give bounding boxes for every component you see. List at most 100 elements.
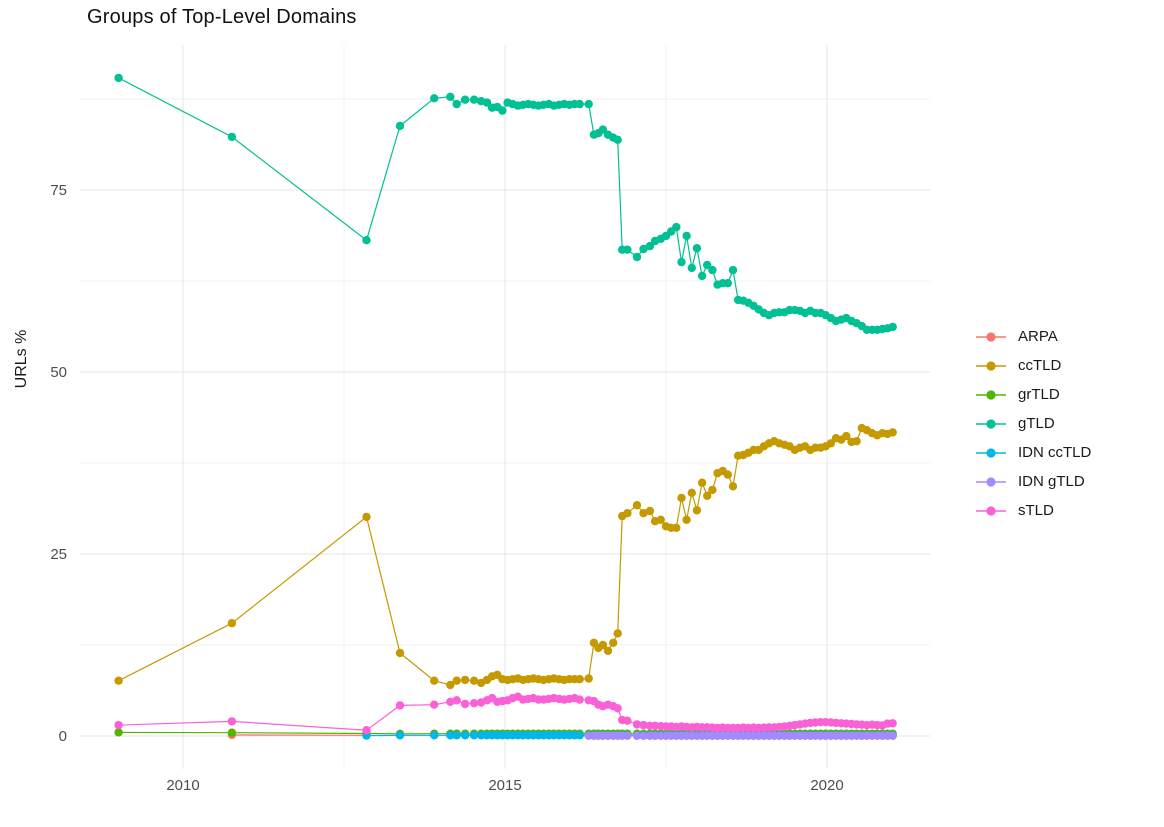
data-point <box>460 699 470 709</box>
data-point <box>613 629 622 638</box>
data-point <box>575 731 584 740</box>
data-point <box>114 728 123 737</box>
legend: ARPA ccTLD grTLD gTLD IDN ccTLD IDN gTLD sTLD <box>974 322 1091 525</box>
data-point <box>460 95 470 104</box>
y-tick-label: 0 <box>59 728 67 745</box>
data-point <box>639 731 648 740</box>
data-point <box>623 731 632 740</box>
data-point <box>888 428 897 437</box>
data-point <box>498 106 507 115</box>
data-point <box>598 125 608 134</box>
legend-item-IDN-ccTLD: IDN ccTLD <box>974 438 1091 467</box>
legend-key-icon <box>976 331 1006 342</box>
data-point <box>430 731 439 740</box>
data-point <box>114 676 123 685</box>
data-point <box>395 731 405 740</box>
data-point <box>446 697 455 706</box>
data-point <box>613 704 622 713</box>
data-point <box>703 260 712 270</box>
data-point <box>692 244 702 253</box>
data-point <box>575 695 584 704</box>
series-line <box>118 427 893 686</box>
data-point <box>677 257 686 267</box>
legend-key-icon <box>976 389 1006 400</box>
data-point <box>227 132 237 142</box>
data-point <box>708 265 717 275</box>
data-point <box>575 99 584 109</box>
y-tick-label: 25 <box>50 546 67 563</box>
data-point <box>632 731 642 740</box>
data-point <box>603 646 613 655</box>
data-point <box>482 98 492 107</box>
data-point <box>395 648 405 658</box>
legend-item-ccTLD: ccTLD <box>974 351 1091 380</box>
legend-item-IDN-gTLD: IDN gTLD <box>974 467 1091 496</box>
chart-title: Groups of Top-Level Domains <box>87 6 357 28</box>
data-point <box>623 716 632 725</box>
series-gTLD <box>114 73 897 334</box>
data-point <box>613 135 622 144</box>
data-point <box>227 619 237 628</box>
data-point <box>632 501 642 510</box>
data-point <box>452 676 461 685</box>
x-tick-label: 2020 <box>810 777 843 794</box>
data-point <box>395 121 405 131</box>
legend-item-grTLD: grTLD <box>974 380 1091 409</box>
data-point <box>446 731 455 740</box>
data-point <box>362 236 371 245</box>
data-point <box>469 676 479 685</box>
data-point <box>227 728 237 737</box>
data-point <box>723 279 732 288</box>
data-point <box>469 699 479 708</box>
data-point <box>362 726 371 735</box>
data-point <box>687 488 696 497</box>
data-point <box>452 696 461 705</box>
data-point <box>460 731 470 740</box>
data-point <box>639 720 648 730</box>
data-point <box>452 99 461 109</box>
data-point <box>430 676 439 685</box>
legend-key-icon <box>976 447 1006 458</box>
data-point <box>682 515 691 524</box>
data-point <box>227 717 237 726</box>
data-point <box>672 523 681 532</box>
data-point <box>446 680 455 690</box>
data-point <box>645 506 655 516</box>
legend-label: grTLD <box>1018 386 1060 403</box>
data-point <box>639 244 648 254</box>
data-point <box>452 731 461 740</box>
data-point <box>697 271 707 281</box>
series-IDN-gTLD <box>584 731 897 740</box>
data-point <box>469 731 479 740</box>
legend-key-icon <box>976 476 1006 487</box>
data-point <box>623 509 632 518</box>
data-point <box>723 470 732 479</box>
data-point <box>362 512 371 522</box>
legend-key-icon <box>976 418 1006 429</box>
data-point <box>888 322 897 332</box>
legend-label: IDN gTLD <box>1018 473 1085 490</box>
data-point <box>632 252 642 262</box>
data-point <box>677 493 686 503</box>
data-point <box>460 675 470 685</box>
y-tick-label: 75 <box>50 182 67 199</box>
data-point <box>672 222 681 232</box>
legend-label: ARPA <box>1018 328 1058 345</box>
data-point <box>584 674 593 683</box>
data-point <box>703 491 712 500</box>
data-point <box>645 241 655 251</box>
data-point <box>697 478 707 487</box>
data-point <box>446 92 455 102</box>
legend-item-ARPA: ARPA <box>974 322 1091 351</box>
data-point <box>575 675 584 684</box>
series-line <box>118 77 893 331</box>
legend-item-sTLD: sTLD <box>974 496 1091 525</box>
data-point <box>395 701 405 710</box>
legend-label: ccTLD <box>1018 357 1062 374</box>
legend-key-icon <box>976 360 1006 371</box>
data-point <box>609 638 618 647</box>
data-point <box>692 506 702 515</box>
data-point <box>826 439 836 448</box>
data-point <box>708 485 717 495</box>
